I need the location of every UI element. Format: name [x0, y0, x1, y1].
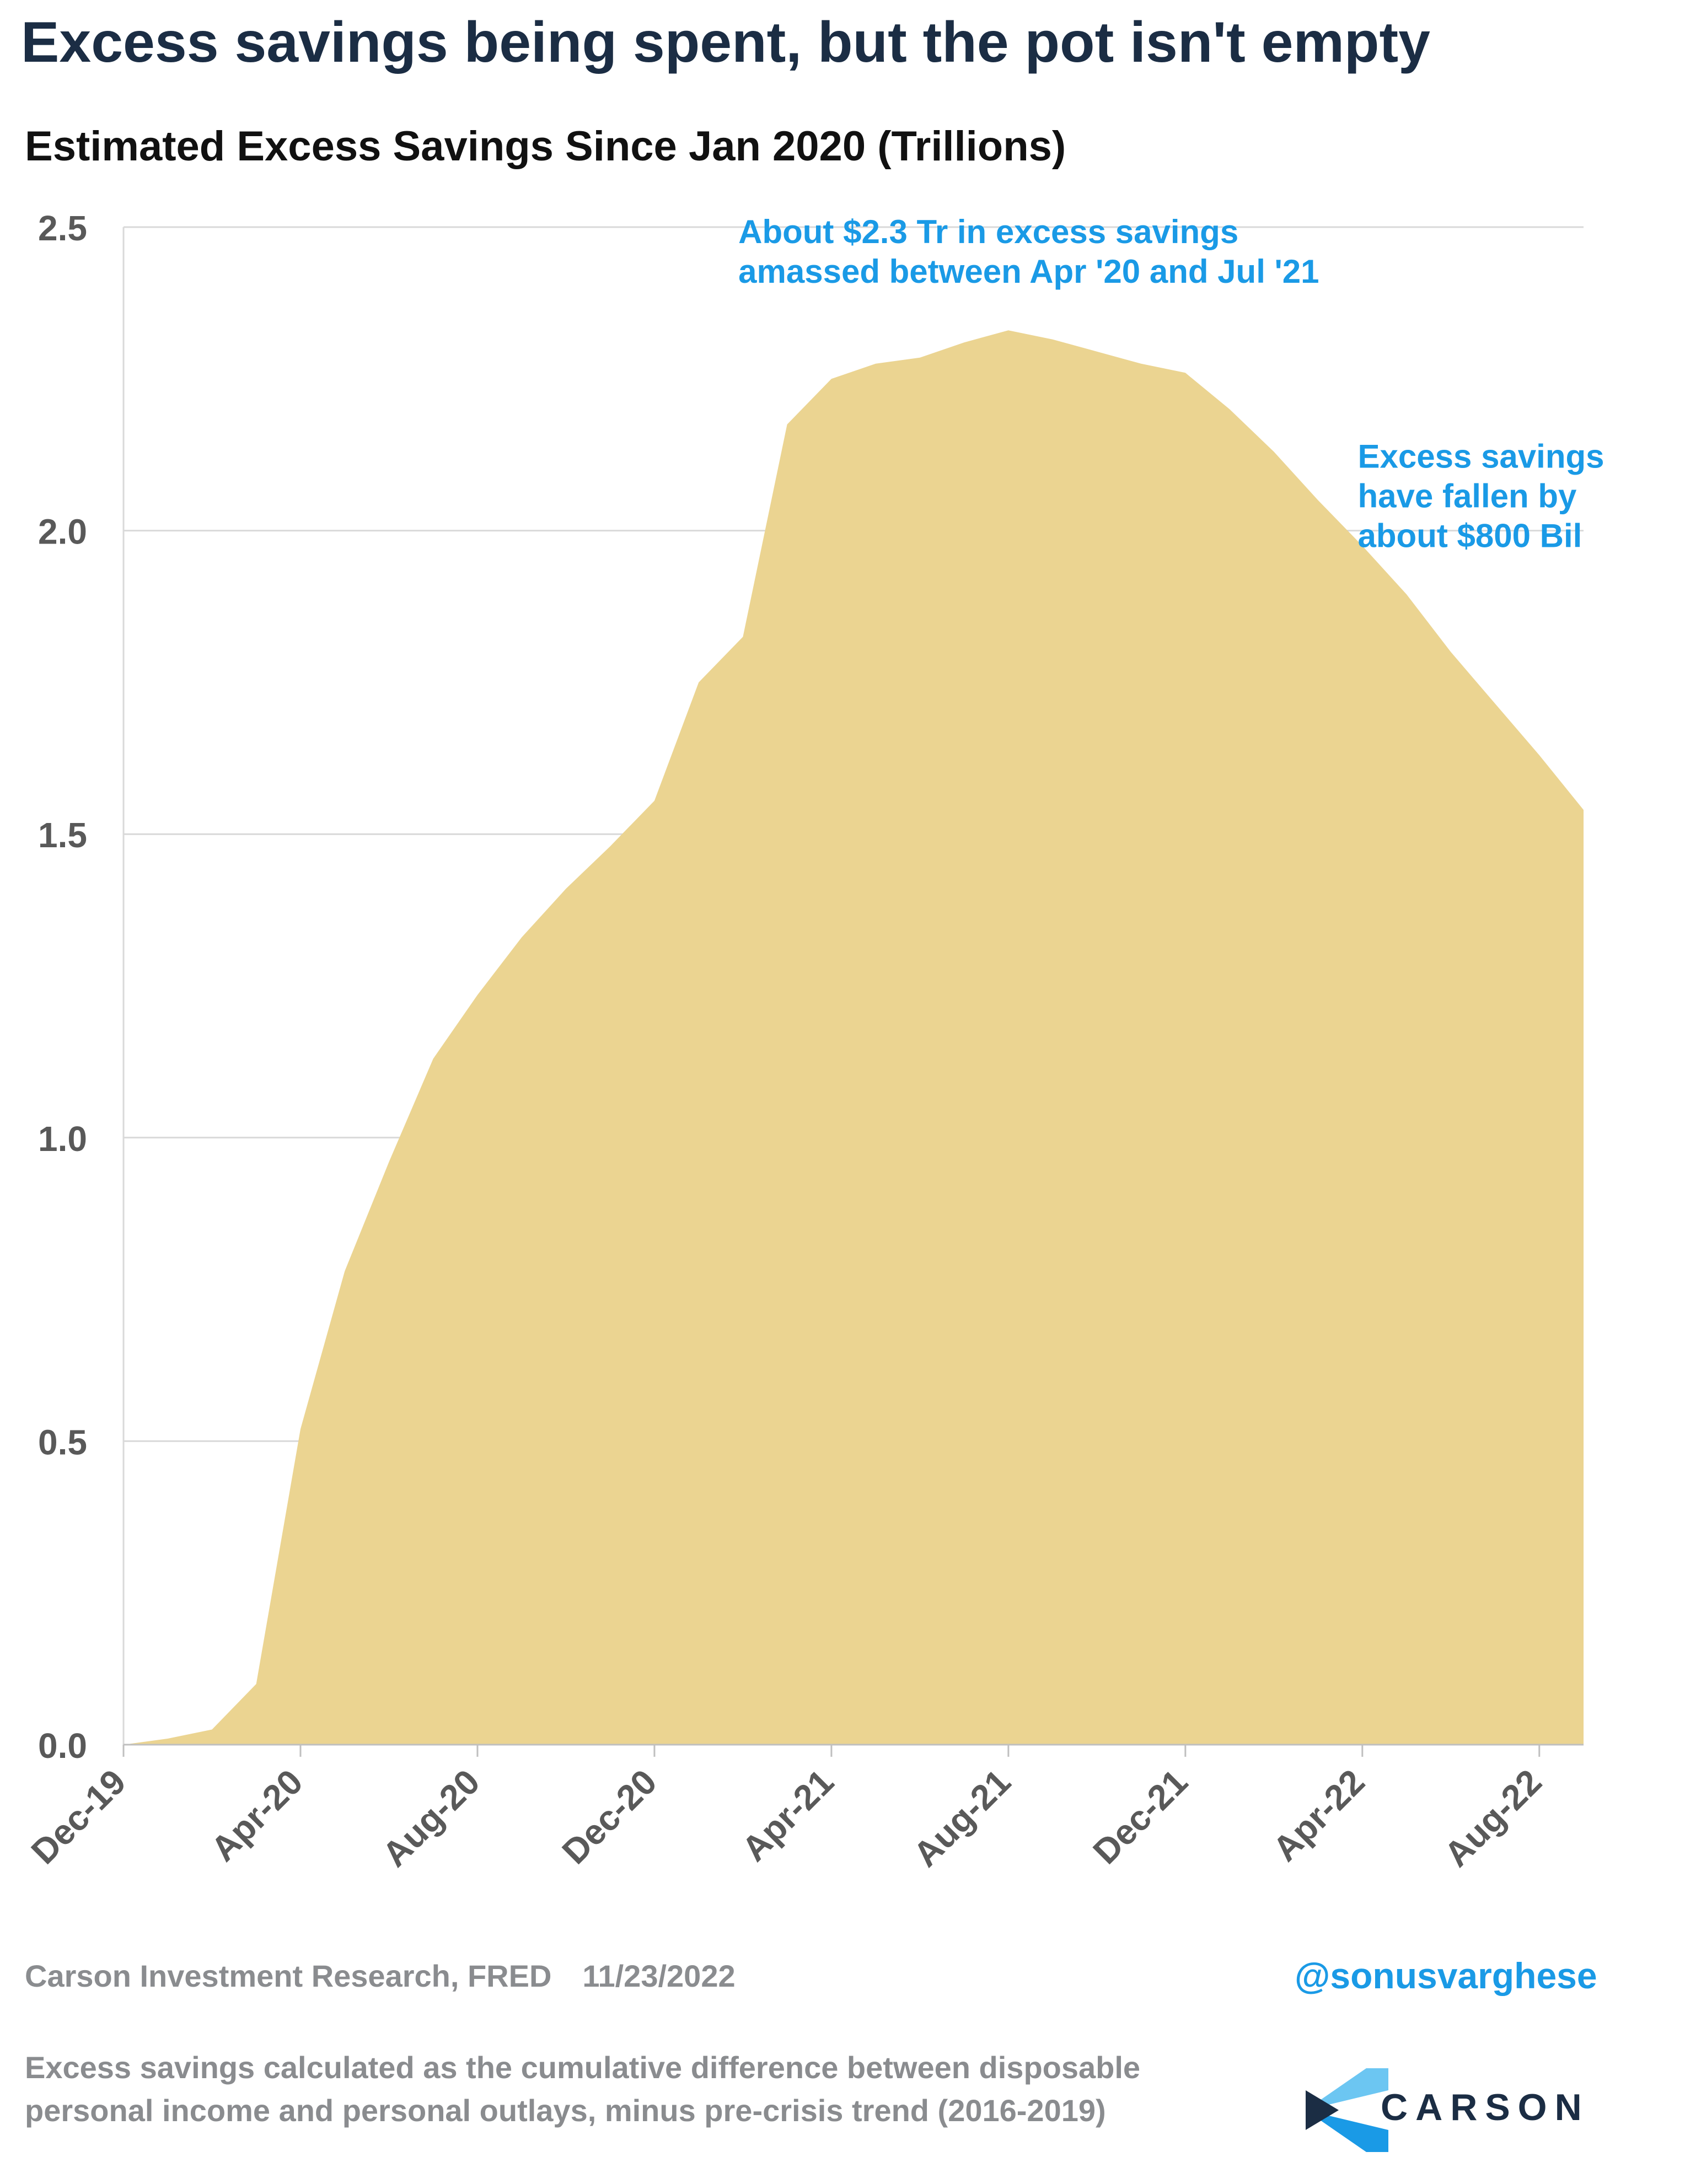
y-tick-label: 2.5 [38, 208, 87, 248]
y-tick-label: 2.0 [38, 512, 87, 552]
y-tick-label: 1.5 [38, 815, 87, 855]
x-tick-label: Apr-22 [1265, 1762, 1372, 1869]
x-tick-label: Apr-20 [203, 1762, 310, 1869]
y-tick-label: 0.5 [38, 1422, 87, 1462]
y-tick-label: 0.0 [38, 1726, 87, 1766]
annotation-line: about $800 Bil [1358, 518, 1582, 555]
annotation-line: amassed between Apr '20 and Jul '21 [738, 253, 1319, 290]
footnote: Excess savings calculated as the cumulat… [25, 2050, 1141, 2128]
annotation-line: Excess savings [1358, 438, 1604, 475]
x-tick-label: Dec-20 [554, 1762, 664, 1871]
annotation-line: have fallen by [1358, 478, 1577, 515]
x-tick-label: Apr-21 [734, 1762, 841, 1869]
source-text: Carson Investment Research, FRED [25, 1959, 552, 1993]
annotation-line: About $2.3 Tr in excess savings [738, 213, 1238, 250]
chart-annotation: Excess savings have fallen by about $800 B… [1358, 438, 1604, 555]
chart-title: Estimated Excess Savings Since Jan 2020 … [25, 123, 1066, 170]
logo-wordmark: CARSON [1381, 2086, 1590, 2128]
excess-savings-area-chart: 0.0 0.5 1.0 1.5 2.0 2.5 Dec-19 Apr-20 Aug-20 Dec-… [24, 208, 1604, 1874]
excess-savings-area [124, 330, 1584, 1745]
y-tick-label: 1.0 [38, 1119, 87, 1159]
carson-logo-icon [1306, 2068, 1388, 2152]
twitter-handle[interactable]: @sonusvarghese [1295, 1955, 1597, 1996]
source-line: Carson Investment Research, FRED 11/23/20… [25, 1958, 736, 1994]
source-date: 11/23/2022 [582, 1959, 736, 1993]
chart-annotation: About $2.3 Tr in excess savings amassed b… [738, 213, 1319, 290]
headline: Excess savings being spent, but the pot … [21, 10, 1430, 74]
x-tick-label: Aug-20 [375, 1762, 487, 1874]
x-tick-label: Aug-22 [1436, 1762, 1549, 1874]
x-tick-label: Dec-19 [24, 1762, 133, 1871]
x-tick-label: Dec-21 [1085, 1762, 1195, 1871]
x-tick-label: Aug-21 [905, 1762, 1018, 1874]
